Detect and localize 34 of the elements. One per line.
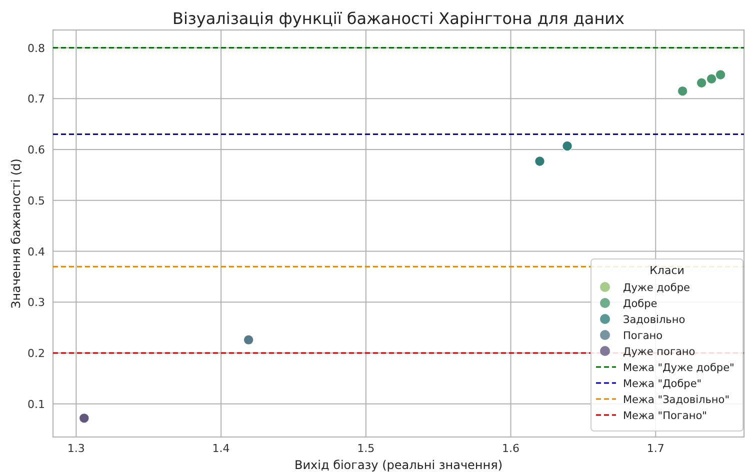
point bbox=[78, 412, 90, 424]
legend-label: Задовільно bbox=[623, 314, 686, 326]
point bbox=[706, 73, 717, 84]
y-tick-label: 0.1 bbox=[28, 398, 45, 411]
y-tick-label: 0.6 bbox=[28, 144, 45, 157]
x-tick-label: 1.3 bbox=[67, 442, 85, 455]
x-axis-title: Вихід біогазу (реальні значення) bbox=[294, 458, 503, 472]
point bbox=[696, 78, 707, 88]
legend-label: Межа "Дуже добре" bbox=[623, 362, 734, 374]
x-tick-label: 1.7 bbox=[646, 442, 664, 455]
legend-title: Класи bbox=[650, 264, 684, 277]
x-tick-label: 1.4 bbox=[212, 442, 230, 455]
point bbox=[677, 86, 688, 96]
point bbox=[243, 334, 254, 346]
y-tick-label: 0.2 bbox=[28, 347, 45, 360]
y-tick-label: 0.4 bbox=[28, 245, 45, 258]
y-tick-label: 0.5 bbox=[28, 194, 45, 208]
point bbox=[562, 140, 573, 152]
legend-label: Межа "Добре" bbox=[623, 378, 702, 390]
legend-label: Погано bbox=[623, 330, 663, 342]
legend-label: Добре bbox=[623, 298, 658, 310]
legend-label: Дуже добре bbox=[623, 282, 690, 294]
point bbox=[715, 69, 726, 80]
point bbox=[534, 156, 546, 167]
y-tick-label: 0.3 bbox=[28, 296, 45, 310]
y-tick-label: 0.7 bbox=[28, 92, 45, 106]
x-tick-label: 1.5 bbox=[357, 442, 375, 455]
chart-title: Візуалізація функції бажаності Харінгтона для даних bbox=[172, 9, 625, 28]
legend-label: Межа "Задовільно" bbox=[623, 394, 730, 406]
legend-label: Дуже погано bbox=[623, 346, 696, 358]
y-tick-label: 0.8 bbox=[28, 42, 45, 55]
x-tick-label: 1.6 bbox=[502, 442, 520, 455]
legend-label: Межа "Погано" bbox=[623, 410, 707, 422]
y-axis-title: Значення бажаності (d) bbox=[9, 158, 23, 308]
